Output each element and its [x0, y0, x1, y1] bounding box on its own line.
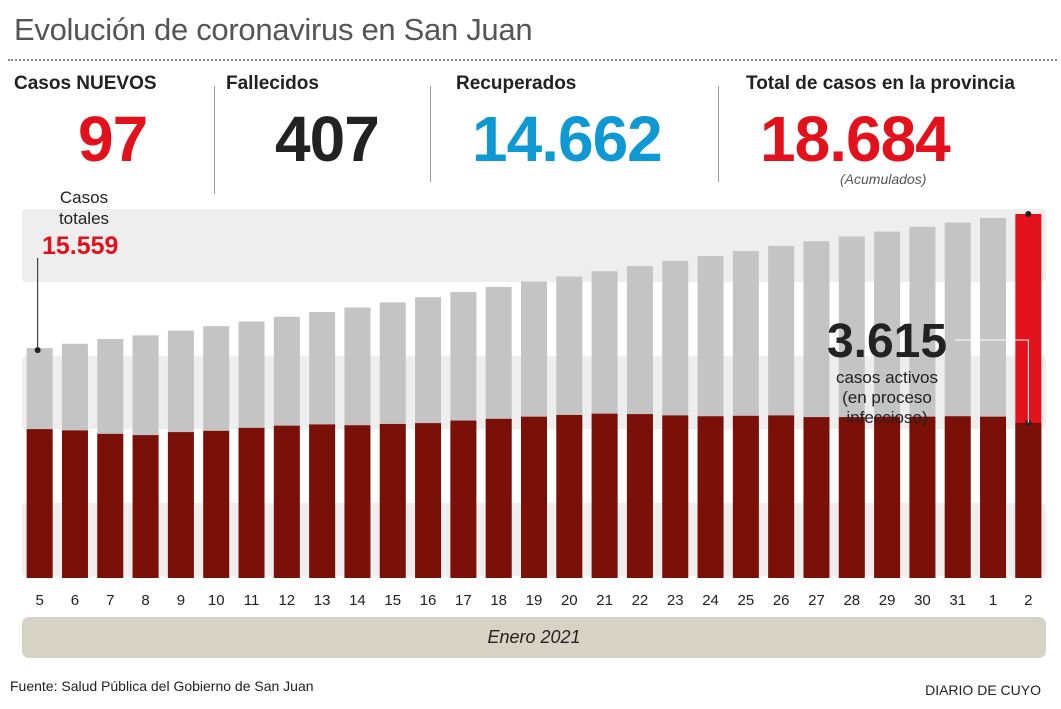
- active-cases-bar: [732, 415, 759, 578]
- active-cases-bar: [521, 416, 547, 578]
- x-tick-label: 14: [349, 592, 366, 609]
- x-tick-label: 9: [177, 592, 185, 609]
- recovered-label: Recuperados: [456, 73, 577, 94]
- active-cases-label: casos activos: [836, 368, 938, 387]
- x-tick-label: 29: [879, 592, 896, 609]
- active-cases-bar: [485, 418, 512, 578]
- first-bar-dot: [34, 347, 41, 354]
- active-cases-bar: [874, 416, 901, 578]
- x-tick-label: 25: [738, 592, 755, 609]
- active-cases-bar: [97, 433, 124, 578]
- title-divider: [8, 59, 1057, 61]
- active-cases-bar: [415, 423, 442, 578]
- x-tick-label: 20: [561, 592, 578, 609]
- active-leader-line: [955, 339, 1029, 423]
- total-label: Total de casos en la provincia: [746, 73, 1015, 94]
- first-bar-value: 15.559: [42, 232, 118, 260]
- x-tick-label: 30: [914, 592, 931, 609]
- active-cases-bar: [132, 435, 159, 578]
- x-tick-label: 1: [989, 592, 997, 609]
- active-cases-bar: [591, 413, 618, 578]
- active-cases-bar: [26, 429, 53, 578]
- stat-divider: [718, 86, 719, 182]
- deaths-value: 407: [275, 103, 380, 175]
- stat-divider: [430, 86, 431, 182]
- x-tick-label: 26: [773, 592, 790, 609]
- first-bar-label: Casos: [60, 188, 108, 207]
- active-cases-label: infeccioso): [846, 408, 927, 427]
- x-tick-label: 18: [490, 592, 507, 609]
- page-title: Evolución de coronavirus en San Juan: [14, 12, 533, 47]
- recovered-value: 14.662: [472, 103, 663, 175]
- last-bar-top-dot: [1025, 211, 1032, 217]
- active-cases-bar: [980, 416, 1007, 578]
- x-tick-label: 13: [314, 592, 331, 609]
- cases-bar-chart: 5 6 7 8 9 10 11 12 13 14 15 16 17 18 19 20 21 22 23 24 25 26 2…: [22, 188, 1046, 609]
- x-tick-label: 16: [420, 592, 437, 609]
- active-cases-bar: [662, 415, 689, 578]
- x-tick-label: 28: [843, 592, 860, 609]
- x-tick-label: 24: [702, 592, 719, 609]
- x-tick-label: 10: [208, 592, 225, 609]
- active-cases-bar: [909, 416, 936, 578]
- new-cases-value: 97: [78, 103, 148, 175]
- active-cases-value: 3.615: [827, 315, 947, 368]
- x-tick-label: 2: [1024, 592, 1032, 609]
- active-cases-bar: [626, 414, 653, 578]
- x-tick-label: 19: [526, 592, 543, 609]
- deaths-label: Fallecidos: [226, 73, 319, 94]
- active-cases-bar: [309, 424, 336, 578]
- active-cases-bar: [273, 425, 300, 578]
- active-cases-bar: [450, 420, 477, 578]
- active-cases-bar: [1015, 422, 1042, 578]
- x-tick-label: 22: [632, 592, 649, 609]
- month-band: Enero 2021: [22, 617, 1046, 658]
- x-tick-label: 17: [455, 592, 472, 609]
- x-tick-label: 27: [808, 592, 825, 609]
- x-tick-label: 31: [949, 592, 966, 609]
- x-tick-label: 23: [667, 592, 684, 609]
- active-cases-label: (en proceso: [842, 388, 932, 407]
- x-tick-label: 6: [71, 592, 79, 609]
- active-cases-bar: [556, 414, 583, 578]
- active-cases-bar: [167, 432, 194, 578]
- active-cases-bar: [344, 425, 371, 578]
- active-cases-bar: [61, 430, 88, 578]
- total-note: (Acumulados): [840, 171, 927, 187]
- active-cases-bar: [697, 416, 724, 578]
- brand-logo: DIARIO DE CUYO: [925, 682, 1041, 698]
- x-tick-label: 8: [141, 592, 149, 609]
- x-tick-label: 12: [278, 592, 295, 609]
- active-cases-bar: [238, 427, 265, 578]
- x-tick-label: 15: [384, 592, 401, 609]
- stat-divider: [214, 86, 215, 194]
- first-bar-label: totales: [59, 209, 109, 228]
- active-cases-bar: [203, 430, 230, 578]
- new-cases-label: Casos NUEVOS: [14, 73, 157, 94]
- active-cases-bar: [803, 417, 830, 578]
- active-cases-bar: [838, 417, 865, 578]
- x-tick-label: 7: [106, 592, 114, 609]
- x-tick-label: 11: [244, 592, 260, 609]
- x-axis-label: Enero 2021: [487, 627, 581, 647]
- total-value: 18.684: [760, 103, 951, 175]
- x-tick-label: 5: [35, 592, 43, 609]
- active-cases-bar: [944, 416, 971, 578]
- x-tick-label: 21: [596, 592, 613, 609]
- active-cases-bar: [379, 423, 406, 578]
- active-cases-bar: [768, 415, 795, 578]
- source-note: Fuente: Salud Pública del Gobierno de Sa…: [10, 678, 314, 694]
